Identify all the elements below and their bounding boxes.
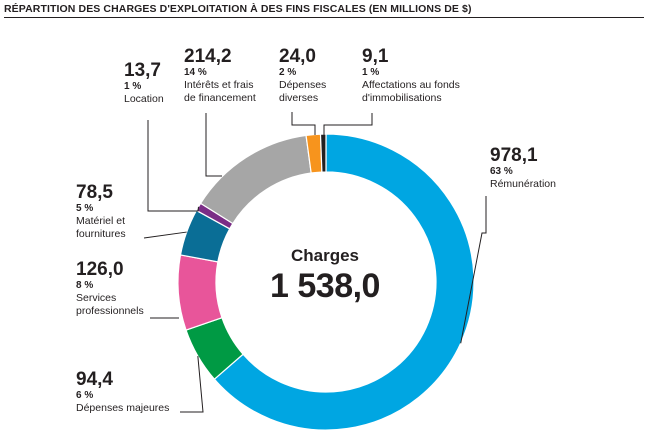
name-affectations-fonds-immobilisations-1: Affectations au fonds <box>362 79 460 92</box>
slice-services-professionnels <box>177 254 223 331</box>
value-remuneration: 978,1 <box>490 145 538 166</box>
leader-materiel-fournitures <box>143 231 187 239</box>
label-depenses-majeures: 94,4 6 % Dépenses majeures <box>76 370 169 415</box>
donut-slices <box>177 133 475 431</box>
name-location: Location <box>124 93 164 106</box>
name-remuneration: Rémunération <box>490 178 556 191</box>
percent-affectations-fonds-immobilisations: 1 % <box>362 66 380 78</box>
leader-interets-frais-financement <box>205 113 222 177</box>
name-materiel-fournitures-1: Matériel et <box>76 215 126 228</box>
name-services-professionnels-1: Services <box>76 292 117 305</box>
leader-affectations-fonds-immobilisations <box>323 113 373 135</box>
percent-depenses-majeures: 6 % <box>76 389 94 401</box>
label-location: 13,7 1 % Location <box>124 61 164 106</box>
value-services-professionnels: 126,0 <box>76 259 124 280</box>
slice-interets-frais-financement <box>199 134 312 225</box>
percent-services-professionnels: 8 % <box>76 279 94 291</box>
label-interets-frais-financement: 214,2 14 % Intérêts et frais de financem… <box>184 47 256 104</box>
leader-depenses-diverses <box>291 112 316 135</box>
chart-title: RÉPARTITION DES CHARGES D'EXPLOITATION À… <box>4 3 472 15</box>
percent-interets-frais-financement: 14 % <box>184 66 207 78</box>
slice-affectations-fonds-immobilisations <box>319 133 327 173</box>
center-total: 1 538,0 <box>270 267 380 305</box>
leader-depenses-majeures <box>180 355 204 413</box>
leader-location <box>147 120 199 212</box>
percent-remuneration: 63 % <box>490 165 513 177</box>
name-services-professionnels-2: professionnels <box>76 304 144 317</box>
name-materiel-fournitures-2: fournitures <box>76 227 126 240</box>
value-depenses-majeures: 94,4 <box>76 369 113 390</box>
label-materiel-fournitures: 78,5 5 % Matériel et fournitures <box>76 183 126 240</box>
value-materiel-fournitures: 78,5 <box>76 182 113 203</box>
name-depenses-majeures: Dépenses majeures <box>76 402 170 415</box>
center-label: Charges <box>290 246 360 265</box>
percent-depenses-diverses: 2 % <box>279 66 297 78</box>
title-divider <box>4 17 644 18</box>
value-depenses-diverses: 24,0 <box>279 46 316 67</box>
value-location: 13,7 <box>124 60 161 81</box>
value-interets-frais-financement: 214,2 <box>184 46 232 67</box>
value-affectations-fonds-immobilisations: 9,1 <box>362 46 389 67</box>
percent-location: 1 % <box>124 80 142 92</box>
label-services-professionnels: 126,0 8 % Services professionnels <box>76 260 144 317</box>
label-remuneration: 978,1 63 % Rémunération <box>490 146 556 191</box>
percent-materiel-fournitures: 5 % <box>76 202 94 214</box>
slice-remuneration <box>213 133 475 431</box>
label-depenses-diverses: 24,0 2 % Dépenses diverses <box>279 47 326 104</box>
name-interets-frais-financement-1: Intérêts et frais <box>184 79 254 92</box>
leader-remuneration <box>460 196 487 344</box>
name-affectations-fonds-immobilisations-2: d'immobilisations <box>362 91 442 104</box>
label-affectations-fonds-immobilisations: 9,1 1 % Affectations au fonds d'immobili… <box>362 47 460 104</box>
leader-lines <box>143 112 487 413</box>
name-interets-frais-financement-2: de financement <box>184 91 256 104</box>
name-depenses-diverses-1: Dépenses <box>279 79 327 92</box>
name-depenses-diverses-2: diverses <box>279 91 319 104</box>
